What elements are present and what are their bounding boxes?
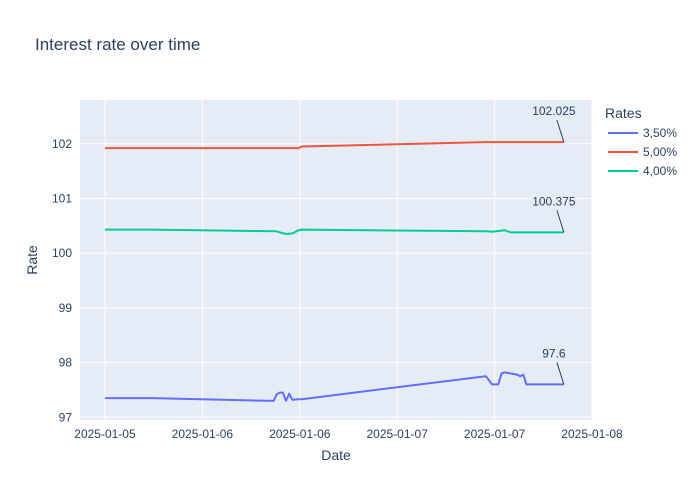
annotation-label-1: 102.025 (532, 104, 576, 118)
legend-title: Rates (605, 105, 642, 121)
annotation-layer: 102.025 100.375 97.6 (532, 104, 576, 385)
legend-entry-label: 3,50% (643, 126, 677, 140)
y-tick-label: 98 (59, 356, 73, 370)
x-tick-label: 2025-01-05 (74, 427, 136, 441)
y-tick-label: 97 (59, 410, 73, 424)
x-tick-label: 2025-01-07 (366, 427, 428, 441)
legend-entry-label: 4,00% (643, 164, 677, 178)
y-axis-title: Rate (24, 245, 40, 275)
legend-entry-label: 5,00% (643, 145, 677, 159)
annotation-label-2: 100.375 (532, 194, 576, 208)
annotation-arrow (556, 210, 565, 233)
y-tick-labels: 97 98 99 100 101 102 (52, 137, 72, 425)
annotation-arrow (556, 362, 565, 385)
grid-lines (80, 100, 593, 420)
x-tick-label: 2025-01-07 (464, 427, 526, 441)
x-axis-title: Date (321, 447, 351, 463)
y-tick-label: 99 (59, 301, 73, 315)
y-tick-label: 101 (52, 191, 72, 205)
y-tick-label: 100 (52, 246, 72, 260)
plot-area (80, 100, 592, 420)
x-tick-label: 2025-01-08 (561, 427, 623, 441)
annotation-label-3: 97.6 (542, 346, 566, 360)
series-line-3 (105, 228, 564, 235)
series-layer (105, 141, 564, 402)
x-tick-label: 2025-01-06 (172, 427, 234, 441)
series-line-1 (105, 371, 564, 402)
chart-title: Interest rate over time (35, 35, 200, 54)
x-tick-labels: 2025-01-05 2025-01-06 2025-01-06 2025-01-07… (74, 427, 623, 441)
annotation-arrow (556, 119, 565, 143)
series-line-2 (105, 141, 564, 150)
x-tick-label: 2025-01-06 (269, 427, 331, 441)
y-tick-label: 102 (52, 137, 72, 151)
legend: Rates 3,50% 5,00% 4,00% (605, 105, 677, 178)
